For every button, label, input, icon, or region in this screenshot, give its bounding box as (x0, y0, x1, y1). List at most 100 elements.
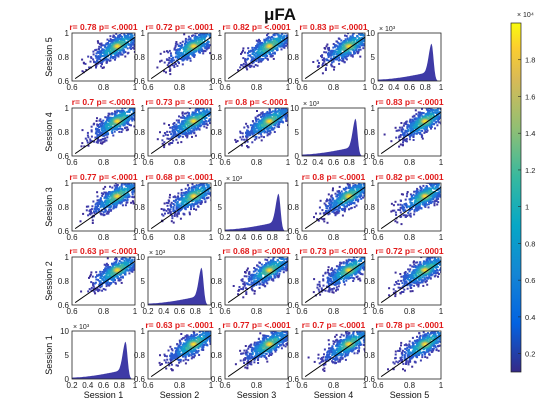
scatter-points (156, 108, 211, 149)
x-tick-label: 0.2 (142, 307, 154, 316)
correlation-label: r= 0.82 p= <.0001 (375, 172, 444, 182)
y-tick-label: 1 (218, 327, 223, 336)
y-tick-label: 1 (141, 29, 146, 38)
histogram-panel: 0 5 10 × 10³ 0.2 0.4 0.6 0.8 1 (60, 324, 138, 390)
y-tick-label: 0.8 (58, 203, 70, 212)
x-tick-label: 1 (286, 83, 291, 92)
regression-line (304, 260, 366, 304)
colorbar-tick-label: 1.6 (525, 92, 535, 101)
regression-line (227, 260, 289, 304)
regression-line (150, 186, 212, 230)
correlation-label: r= 0.8 p= <.0001 (302, 172, 366, 182)
y-tick-label: 5 (65, 351, 70, 360)
x-tick-label: 1 (286, 307, 291, 316)
y-tick-label: 1 (218, 104, 223, 113)
regression-line (150, 334, 212, 378)
y-tick-label: 1 (65, 253, 70, 262)
y-tick-label: 0.6 (364, 227, 376, 236)
y-tick-label: 0.8 (211, 351, 223, 360)
y-tick-label: 0 (371, 77, 376, 86)
axes-box (377, 182, 442, 232)
x-tick-label: 0.4 (388, 83, 400, 92)
correlation-label: r= 0.82 p= <.0001 (222, 22, 291, 32)
histogram-panel: 0 5 10 × 10³ 0.2 0.4 0.6 0.8 1 (290, 101, 368, 167)
correlation-label: r= 0.78 p= <.0001 (375, 320, 444, 330)
scatter-points (387, 331, 441, 372)
y-tick-label: 0.8 (134, 53, 146, 62)
row-label: Session 4 (44, 112, 54, 152)
y-tick-label: 0.6 (134, 77, 146, 86)
scatter-points (234, 108, 288, 149)
x-tick-label: 0.6 (66, 158, 78, 167)
y-tick-label: 0.6 (288, 375, 300, 384)
x-tick-label: 0.8 (174, 83, 186, 92)
scatter-points (234, 331, 288, 370)
y-tick-label: 10 (60, 327, 69, 336)
scatter-points (158, 331, 211, 372)
correlation-label: r= 0.68 p= <.0001 (222, 246, 291, 256)
axes-box (71, 32, 136, 82)
histogram-panel: 0 5 10 × 10³ 0.2 0.4 0.6 0.8 1 (366, 26, 444, 92)
x-tick-label: 0.8 (404, 307, 416, 316)
y-tick-label: 0.6 (364, 375, 376, 384)
regression-line (150, 36, 212, 80)
correlation-label: r= 0.63 p= <.0001 (69, 246, 138, 256)
colorbar-tick-label: 1.4 (525, 129, 535, 138)
y-tick-label: 0.8 (211, 128, 223, 137)
y-tick-label: 0.6 (134, 227, 146, 236)
y-tick-label: 0.8 (288, 277, 300, 286)
x-tick-label: 0.4 (235, 233, 247, 242)
x-tick-label: 0.6 (296, 233, 308, 242)
x-tick-label: 1 (439, 307, 444, 316)
x-tick-label: 0.6 (219, 381, 231, 390)
y-tick-label: 5 (218, 203, 223, 212)
axes-box (377, 107, 442, 157)
y-scale-label: × 10³ (379, 26, 396, 33)
x-tick-label: 0.6 (404, 83, 416, 92)
y-tick-label: 1 (141, 327, 146, 336)
axes-box (377, 32, 442, 82)
y-tick-label: 0.8 (364, 277, 376, 286)
x-tick-label: 0.6 (66, 233, 78, 242)
regression-line (380, 334, 442, 378)
y-tick-label: 1 (371, 253, 376, 262)
x-tick-label: 0.8 (251, 381, 263, 390)
y-tick-label: 0.6 (211, 152, 223, 161)
x-tick-label: 1 (286, 381, 291, 390)
axes-box (301, 182, 366, 232)
scatter-points (79, 183, 135, 224)
y-tick-label: 1 (295, 327, 300, 336)
y-tick-label: 1 (65, 104, 70, 113)
x-tick-label: 1 (363, 158, 368, 167)
x-tick-label: 0.4 (158, 307, 170, 316)
x-tick-label: 0.8 (328, 233, 340, 242)
histogram-panel: 0 5 10 × 10³ 0.2 0.4 0.6 0.8 1 (213, 176, 291, 242)
histogram-area (225, 193, 288, 231)
regression-line (380, 111, 442, 155)
y-tick-label: 1 (65, 29, 70, 38)
x-tick-label: 0.6 (296, 307, 308, 316)
regression-line (304, 186, 366, 230)
y-tick-label: 0.6 (134, 375, 146, 384)
row-label: Session 2 (44, 261, 54, 301)
correlation-label: r= 0.68 p= <.0001 (145, 172, 214, 182)
axes-box (147, 330, 212, 380)
regression-line (150, 111, 212, 155)
y-tick-label: 0.6 (58, 227, 70, 236)
y-tick-label: 0.6 (364, 152, 376, 161)
x-tick-label: 0.8 (251, 307, 263, 316)
y-tick-label: 0.8 (58, 128, 70, 137)
axes-box (377, 256, 442, 306)
colorbar-tick-label: 0.8 (525, 239, 535, 248)
y-tick-label: 10 (290, 104, 299, 113)
x-tick-label: 1 (363, 381, 368, 390)
colorbar: 0.2 0.4 0.6 0.8 1 1.2 1.4 1.6 1.8 × 10⁴ (510, 12, 535, 373)
